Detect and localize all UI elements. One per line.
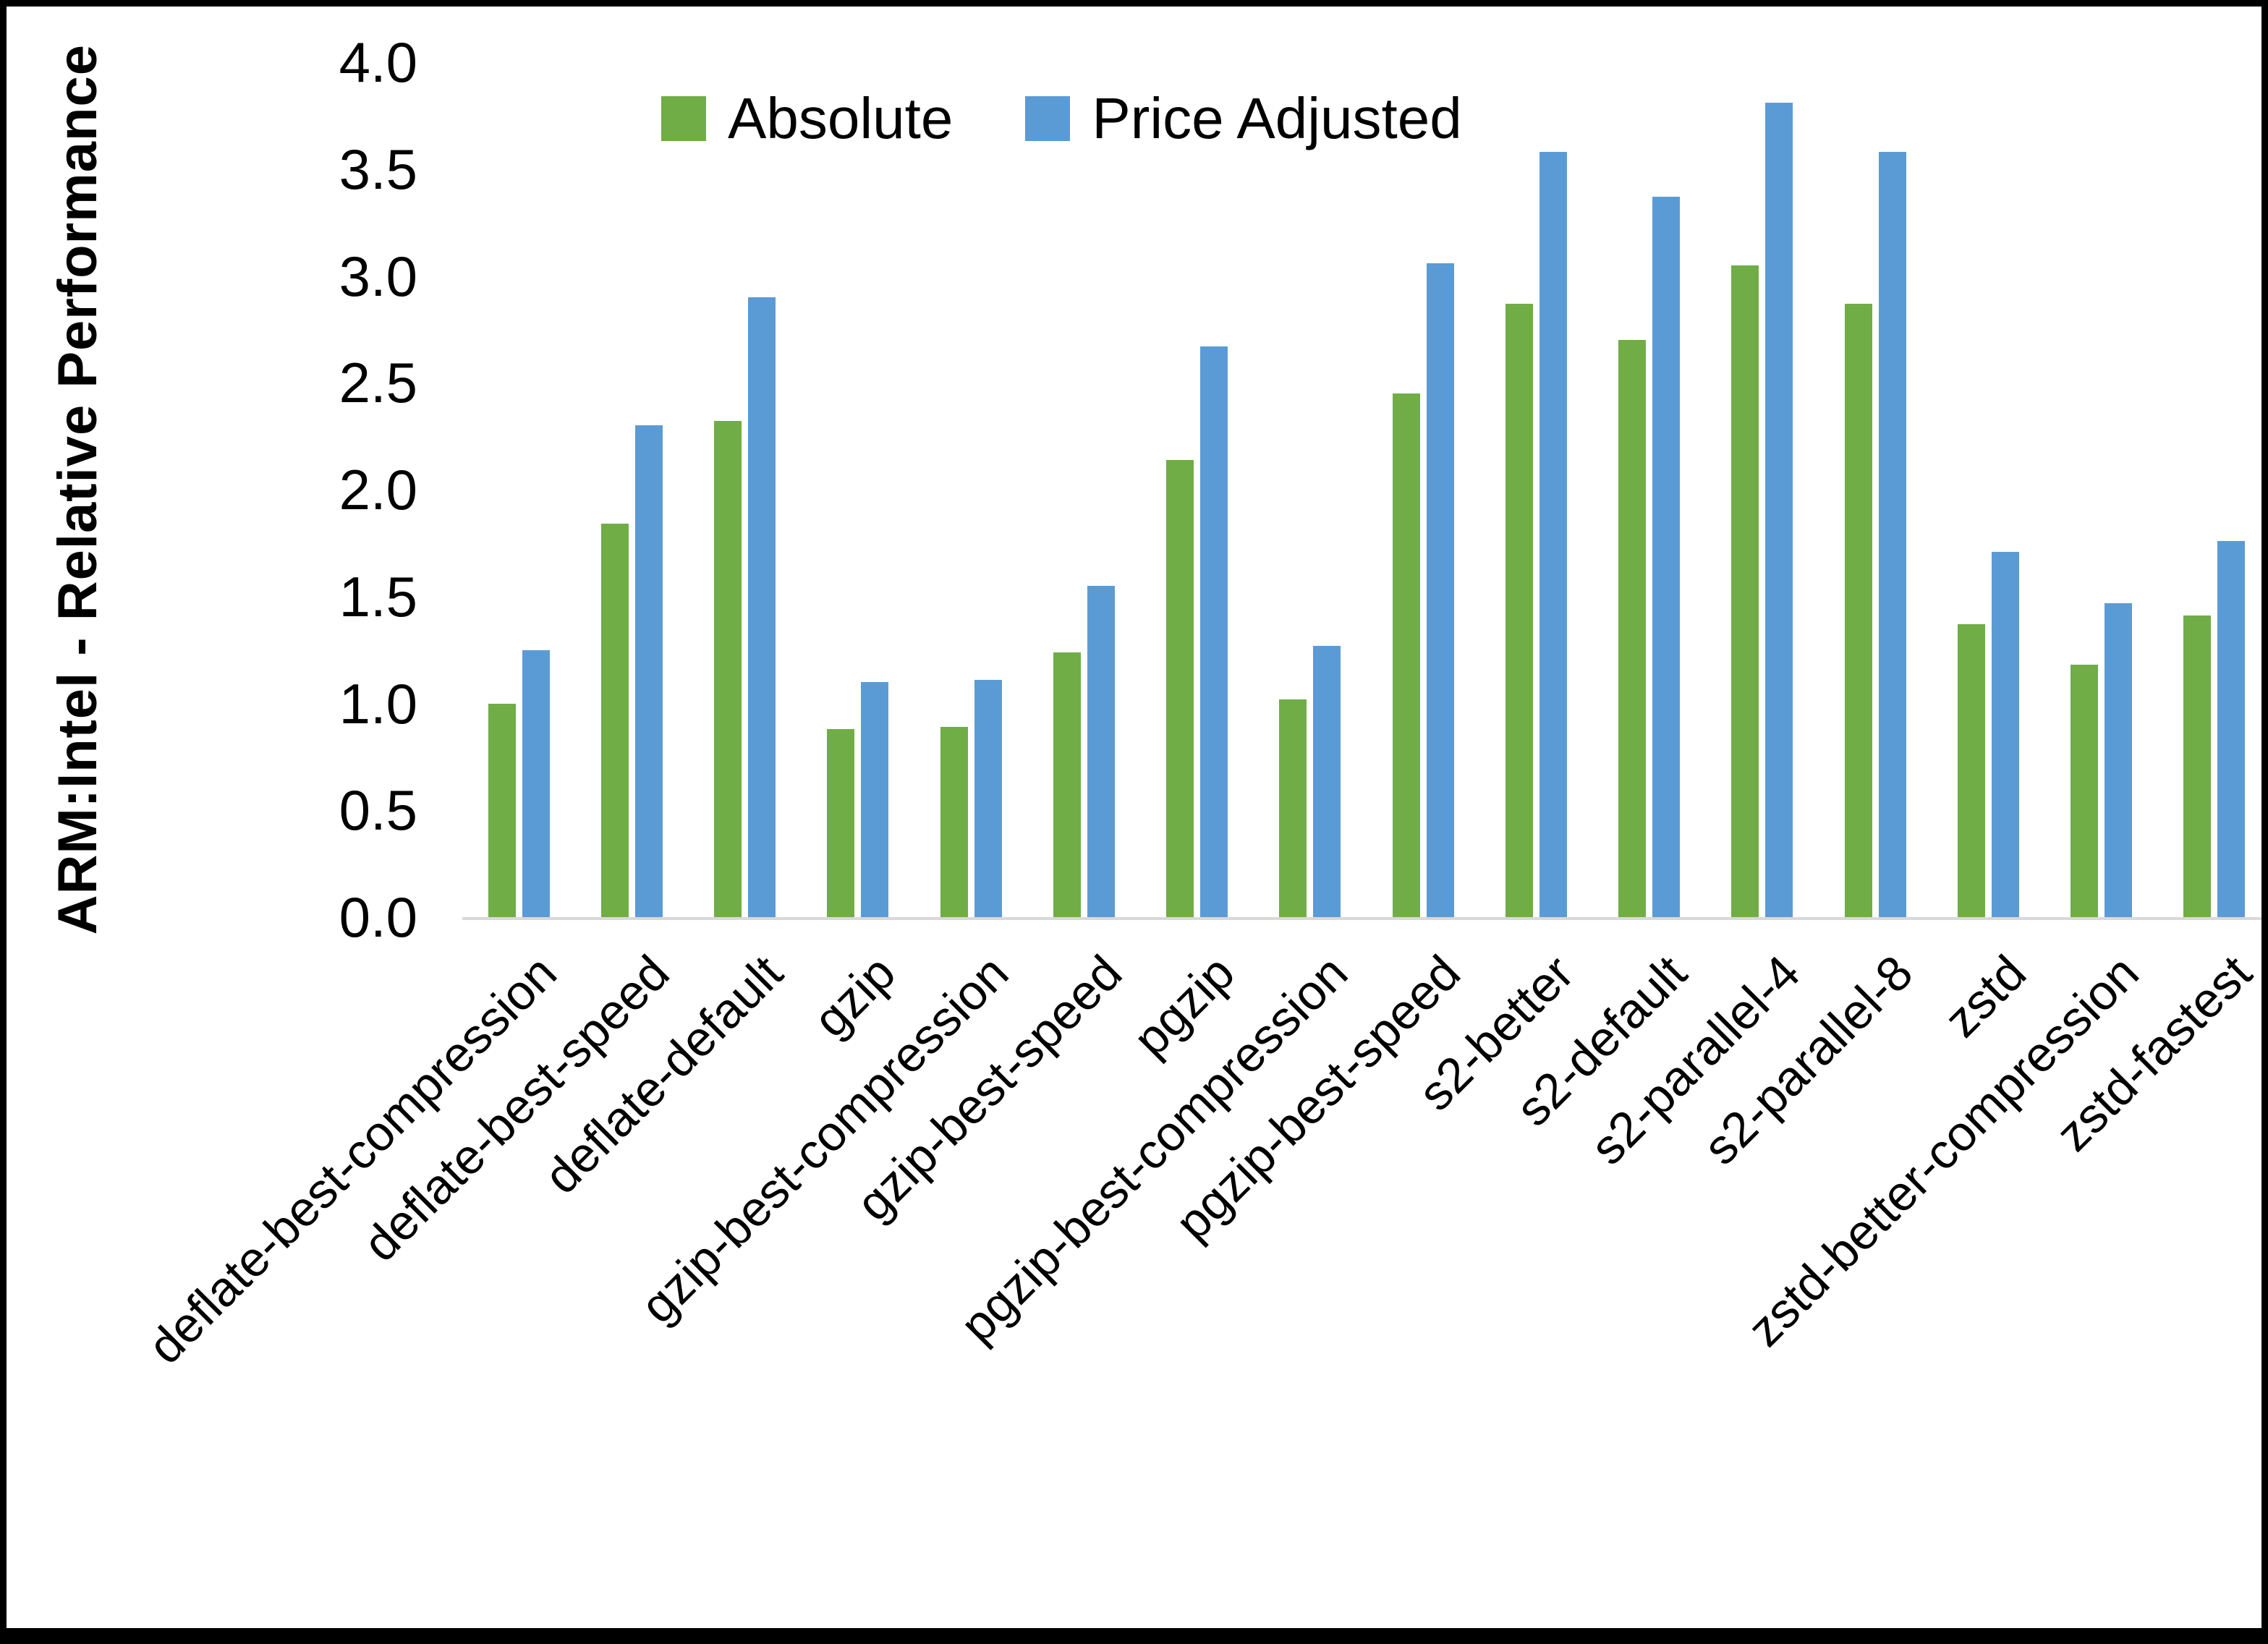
- bar-absolute-pgzip-best-compression: [1279, 699, 1307, 917]
- bar-price-adjusted-pgzip: [1200, 346, 1228, 917]
- legend: Absolute Price Adjusted: [661, 88, 1462, 150]
- bar-group-gzip-best-speed: [1027, 62, 1140, 917]
- bar-group-deflate-best-speed: [575, 62, 688, 917]
- y-tick-label: 1.5: [339, 564, 417, 629]
- y-tick-label: 3.5: [339, 137, 417, 201]
- bar-price-adjusted-zstd-fastest: [2217, 540, 2246, 917]
- y-tick-label: 0.0: [339, 885, 417, 949]
- bar-group-deflate-best-compression: [462, 62, 575, 917]
- bar-absolute-gzip-best-compression: [940, 727, 968, 917]
- bar-group-pgzip-best-speed: [1367, 62, 1479, 917]
- bar-price-adjusted-s2-parallel-4: [1765, 103, 1793, 917]
- legend-swatch-absolute-icon: [661, 96, 706, 141]
- bar-absolute-deflate-best-speed: [600, 524, 629, 917]
- bar-absolute-s2-parallel-8: [1844, 303, 1872, 917]
- bar-price-adjusted-deflate-best-speed: [634, 425, 663, 917]
- bar-group-gzip-best-compression: [914, 62, 1027, 917]
- bar-group-gzip: [802, 62, 914, 917]
- bar-price-adjusted-s2-better: [1539, 152, 1567, 917]
- bar-price-adjusted-zstd: [1991, 551, 2019, 917]
- bar-group-pgzip: [1141, 62, 1254, 917]
- x-axis-label-gzip: gzip: [803, 945, 906, 1048]
- x-axis-labels: deflate-best-compression deflate-best-spe…: [7, 917, 2261, 1568]
- y-tick-label: 2.5: [339, 351, 417, 415]
- y-tick-label: 0.5: [339, 778, 417, 843]
- x-axis-label-zstd: zstd: [1933, 945, 2036, 1048]
- bar-price-adjusted-s2-default: [1652, 197, 1681, 917]
- y-tick-label: 2.0: [339, 458, 417, 521]
- legend-swatch-price-adjusted-icon: [1025, 96, 1071, 141]
- bar-group-pgzip-best-compression: [1254, 62, 1367, 917]
- bar-absolute-zstd-fastest: [2183, 616, 2212, 917]
- bar-group-s2-better: [1479, 62, 1592, 917]
- bar-group-s2-parallel-8: [1819, 62, 1932, 917]
- y-tick-label: 4.0: [339, 30, 417, 94]
- bar-price-adjusted-deflate-default: [748, 297, 776, 917]
- bar-price-adjusted-pgzip-best-compression: [1313, 645, 1341, 917]
- y-tick-label: 3.0: [339, 244, 417, 308]
- bar-absolute-s2-better: [1505, 303, 1533, 917]
- bar-absolute-deflate-best-compression: [488, 703, 516, 917]
- bar-absolute-pgzip: [1166, 459, 1194, 917]
- bar-price-adjusted-gzip-best-speed: [1087, 585, 1115, 917]
- bar-price-adjusted-pgzip-best-speed: [1426, 263, 1454, 917]
- bar-group-zstd-better-compression: [2045, 62, 2158, 917]
- legend-item-absolute: Absolute: [661, 88, 953, 150]
- bar-absolute-s2-parallel-4: [1731, 265, 1759, 917]
- bar-price-adjusted-zstd-better-compression: [2105, 602, 2133, 917]
- bar-absolute-s2-default: [1618, 340, 1647, 917]
- y-tick-label: 1.0: [339, 671, 417, 736]
- bar-absolute-deflate-default: [714, 421, 742, 917]
- bar-absolute-gzip-best-speed: [1053, 652, 1081, 917]
- bar-absolute-pgzip-best-speed: [1392, 393, 1420, 917]
- bar-absolute-gzip: [827, 728, 855, 917]
- bar-price-adjusted-deflate-best-compression: [522, 649, 550, 917]
- bar-absolute-zstd-better-compression: [2070, 665, 2099, 917]
- bar-group-zstd-fastest: [2158, 62, 2261, 917]
- bar-absolute-zstd: [1957, 624, 1985, 917]
- bar-group-deflate-default: [689, 62, 802, 917]
- legend-label-price-adjusted: Price Adjusted: [1092, 86, 1462, 150]
- bar-group-s2-default: [1593, 62, 1706, 917]
- legend-label-absolute: Absolute: [728, 86, 954, 150]
- bar-group-zstd: [1932, 62, 2044, 917]
- bar-price-adjusted-s2-parallel-8: [1878, 152, 1906, 917]
- bar-group-s2-parallel-4: [1706, 62, 1819, 917]
- bar-price-adjusted-gzip: [861, 681, 889, 917]
- y-axis-ticks: 4.0 3.5 3.0 2.5 2.0 1.5 1.0 0.5 0.0: [7, 33, 439, 946]
- legend-item-price-adjusted: Price Adjusted: [1025, 86, 1462, 150]
- bar-price-adjusted-gzip-best-compression: [974, 680, 1002, 917]
- plot-area: [462, 62, 2261, 920]
